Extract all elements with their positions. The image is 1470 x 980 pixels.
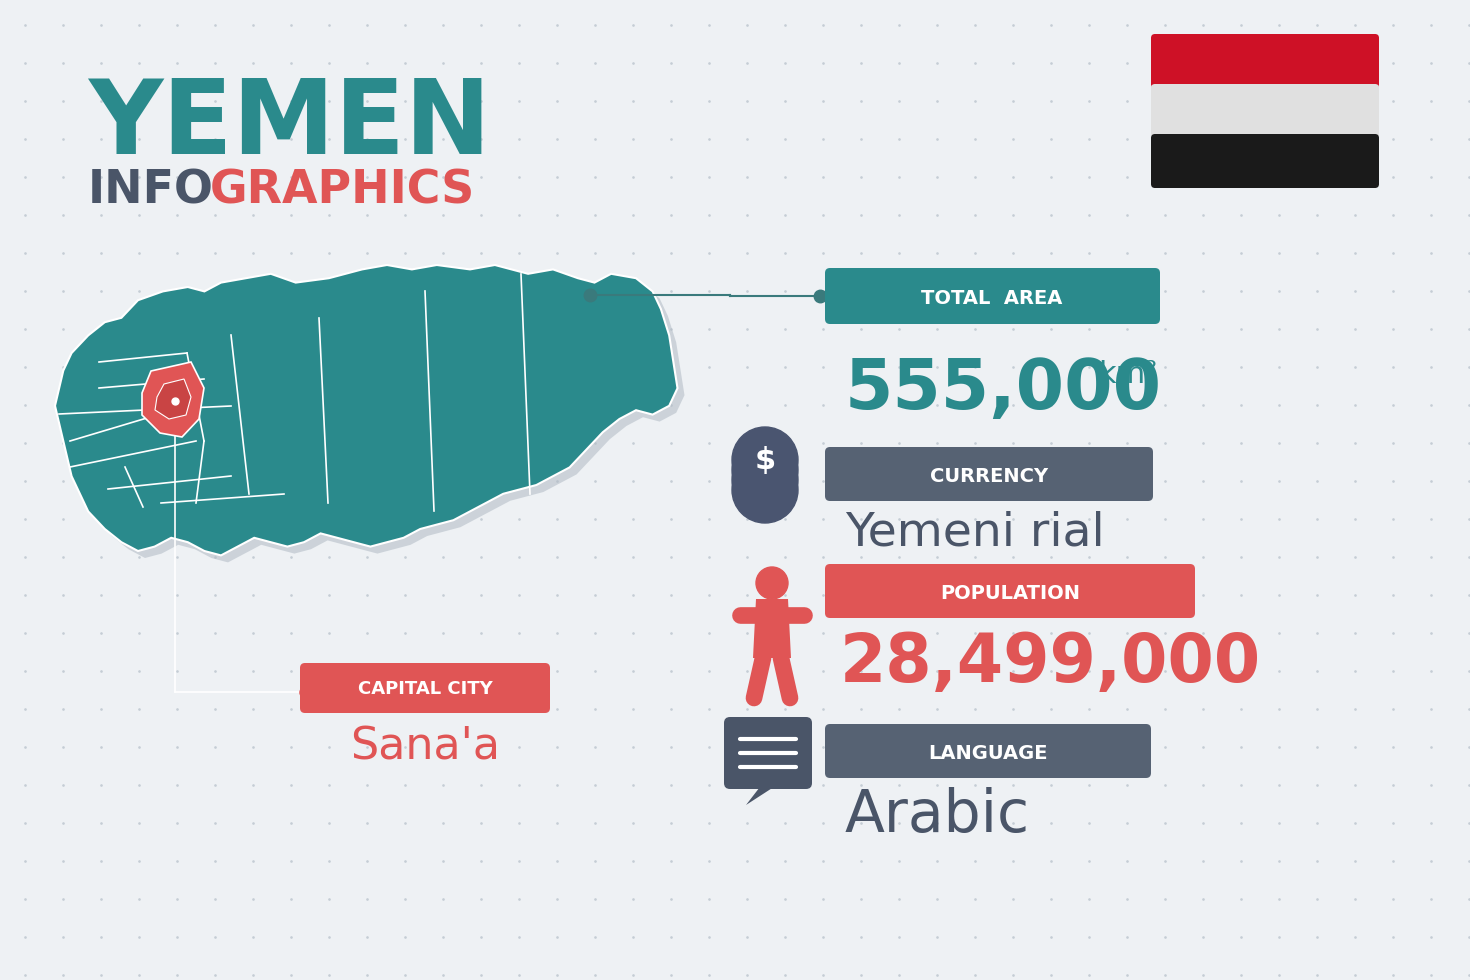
Text: GRAPHICS: GRAPHICS	[210, 168, 475, 213]
Polygon shape	[143, 362, 204, 437]
Text: POPULATION: POPULATION	[939, 583, 1080, 603]
Polygon shape	[54, 265, 678, 556]
Circle shape	[732, 437, 798, 503]
Text: Arabic: Arabic	[845, 787, 1030, 844]
Polygon shape	[154, 379, 191, 419]
FancyBboxPatch shape	[825, 564, 1195, 618]
FancyBboxPatch shape	[825, 724, 1151, 778]
Text: $: $	[754, 446, 776, 474]
Text: Sana'a: Sana'a	[350, 725, 500, 768]
Circle shape	[732, 447, 798, 513]
FancyBboxPatch shape	[1151, 34, 1379, 88]
Circle shape	[732, 427, 798, 493]
Text: Yemeni rial: Yemeni rial	[845, 510, 1104, 555]
Text: CAPITAL CITY: CAPITAL CITY	[357, 680, 492, 698]
Polygon shape	[745, 783, 781, 805]
FancyBboxPatch shape	[825, 268, 1160, 324]
Polygon shape	[62, 272, 685, 563]
FancyBboxPatch shape	[300, 663, 550, 713]
Text: YEMEN: YEMEN	[88, 75, 491, 176]
Text: LANGUAGE: LANGUAGE	[928, 744, 1048, 762]
Text: INFO: INFO	[88, 168, 213, 213]
Circle shape	[756, 567, 788, 599]
Text: 28,499,000: 28,499,000	[839, 630, 1261, 696]
FancyBboxPatch shape	[725, 717, 811, 789]
FancyBboxPatch shape	[1151, 134, 1379, 188]
Text: km²: km²	[1098, 360, 1157, 389]
Text: TOTAL  AREA: TOTAL AREA	[922, 288, 1063, 308]
Text: CURRENCY: CURRENCY	[931, 466, 1048, 485]
FancyBboxPatch shape	[1151, 84, 1379, 138]
Polygon shape	[753, 599, 791, 658]
Text: 555,000: 555,000	[845, 356, 1163, 423]
Circle shape	[732, 457, 798, 523]
FancyBboxPatch shape	[825, 447, 1152, 501]
